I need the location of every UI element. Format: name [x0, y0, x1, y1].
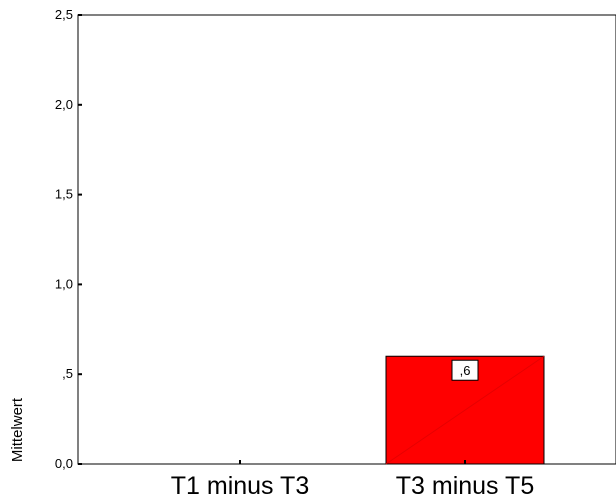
y-tick-label: 1,0 [55, 276, 73, 291]
y-tick-label: 2,0 [55, 97, 73, 112]
y-tick-label: ,5 [62, 366, 73, 381]
y-axis-title: Mittelwert [9, 397, 26, 462]
x-category-label: T3 minus T5 [396, 472, 534, 500]
y-tick-label: 0,0 [55, 456, 73, 471]
x-category-label: T1 minus T3 [171, 472, 309, 500]
x-axis: T1 minus T3 T3 minus T5 [171, 460, 534, 500]
data-label: ,6 [460, 363, 471, 378]
y-axis: 0,0 ,5 1,0 1,5 2,0 2,5 [55, 7, 82, 471]
y-tick-label: 1,5 [55, 187, 73, 202]
y-tick-label: 2,5 [55, 7, 73, 22]
bar-shading [385, 355, 545, 465]
data-label-box [451, 359, 479, 381]
bars: ,6 [161, 355, 545, 465]
